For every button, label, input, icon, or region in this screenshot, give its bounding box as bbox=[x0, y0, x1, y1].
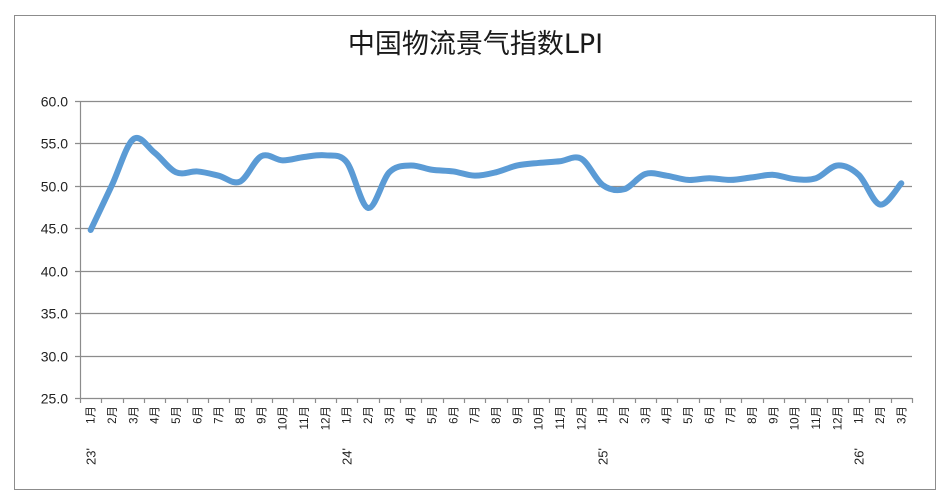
x-tick-label: 11月 bbox=[299, 406, 311, 429]
x-tick-label: 5月 bbox=[683, 406, 695, 424]
x-tick-label: 6月 bbox=[448, 406, 460, 424]
x-tick-label: 2月 bbox=[107, 406, 119, 424]
x-tick-label: 6月 bbox=[704, 406, 716, 424]
x-tick-label: 4月 bbox=[662, 406, 674, 424]
x-tick-label: 9月 bbox=[256, 406, 268, 424]
chart-title: 中国物流景气指数LPI bbox=[347, 29, 604, 60]
x-tick-label: 1月 bbox=[854, 406, 866, 424]
x-tick-label: 9月 bbox=[512, 406, 524, 424]
x-tick-label: 7月 bbox=[726, 406, 738, 424]
x-year-label: 24' bbox=[340, 448, 355, 465]
y-axis: 60.0 55.0 50.0 45.0 40.0 35.0 30.0 25.0 bbox=[41, 94, 82, 407]
x-tick-label: 3月 bbox=[384, 406, 396, 424]
x-tick-label: 10月 bbox=[278, 406, 290, 430]
y-tick-label: 40.0 bbox=[41, 264, 68, 280]
x-tick-label: 10月 bbox=[790, 406, 802, 430]
y-tick-label: 25.0 bbox=[41, 391, 68, 407]
x-tick-label: 7月 bbox=[214, 406, 226, 424]
x-tick-label: 2月 bbox=[363, 406, 375, 424]
x-tick-label: 1月 bbox=[598, 406, 610, 424]
x-tick-label: 12月 bbox=[320, 406, 332, 430]
x-year-label: 23' bbox=[84, 448, 99, 465]
x-tick-label: 11月 bbox=[811, 406, 823, 429]
x-year-label: 25' bbox=[596, 448, 611, 465]
y-tick-label: 45.0 bbox=[41, 221, 68, 237]
x-tick-label: 2月 bbox=[875, 406, 887, 424]
x-tick-label: 9月 bbox=[768, 406, 780, 424]
x-tick-label: 11月 bbox=[555, 406, 567, 429]
x-tick-label: 12月 bbox=[576, 406, 588, 430]
x-tick-label: 8月 bbox=[747, 406, 759, 424]
x-tick-label: 6月 bbox=[192, 406, 204, 424]
x-tick-label: 4月 bbox=[406, 406, 418, 424]
x-tick-label: 3月 bbox=[640, 406, 652, 424]
x-tick-label: 10月 bbox=[534, 406, 546, 430]
x-tick-label: 8月 bbox=[491, 406, 503, 424]
y-tick-label: 30.0 bbox=[41, 349, 68, 365]
x-axis: 1月 2月 3月 4月 5月 6月 7月 8月 9月 10月 11月 12月 1月 2月 3月 4月 5月 6月 7… bbox=[79, 398, 914, 465]
x-tick-label: 1月 bbox=[86, 406, 98, 424]
y-tick-label: 55.0 bbox=[41, 136, 68, 152]
x-tick-label: 5月 bbox=[427, 406, 439, 424]
x-tick-label: 7月 bbox=[470, 406, 482, 424]
chart-frame bbox=[14, 15, 936, 490]
y-tick-label: 50.0 bbox=[41, 179, 68, 195]
series-lpi bbox=[87, 135, 905, 233]
x-tick-label: 8月 bbox=[235, 406, 247, 424]
x-year-label: 26' bbox=[852, 448, 867, 465]
x-tick-label: 5月 bbox=[171, 406, 183, 424]
y-tick-label: 60.0 bbox=[41, 94, 68, 110]
x-tick-label: 12月 bbox=[832, 406, 844, 430]
x-tick-label: 3月 bbox=[896, 406, 908, 424]
x-tick-label: 4月 bbox=[150, 406, 162, 424]
x-tick-label: 1月 bbox=[342, 406, 354, 424]
series-line bbox=[87, 135, 905, 233]
gridlines bbox=[75, 100, 912, 400]
x-tick-label: 2月 bbox=[619, 406, 631, 424]
y-tick-label: 35.0 bbox=[41, 306, 68, 322]
x-tick-label: 3月 bbox=[128, 406, 140, 424]
